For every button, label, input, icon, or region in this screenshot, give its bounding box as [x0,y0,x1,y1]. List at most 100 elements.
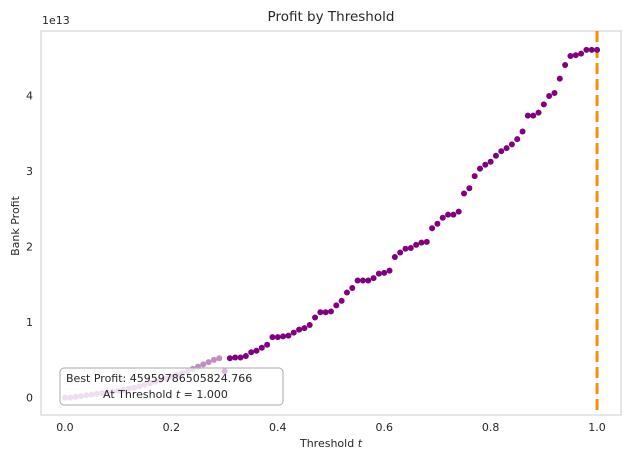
y-axis-label: Bank Profit [9,195,22,256]
data-point [498,148,505,155]
plot-area: 0.0 0.2 0.4 0.6 0.8 1.0 0 1 2 3 4 Best Profit: 4595… [26,30,622,434]
x-axis-label-main: Threshold [299,437,358,450]
data-point [530,112,537,119]
annotation-best-profit: Best Profit: 45959786505824.766 [66,372,252,385]
data-point [572,52,579,59]
data-point [487,158,494,165]
data-point [253,347,260,354]
data-point [354,277,361,284]
data-point [546,93,553,100]
data-point [226,355,233,362]
data-point [471,173,478,180]
data-point [205,359,212,366]
data-point [391,254,398,261]
data-point [402,245,409,252]
data-point [381,269,388,276]
data-point [556,75,563,82]
data-point [365,277,372,284]
data-point [258,344,265,351]
data-point [296,326,303,333]
y-tick-label: 4 [26,89,33,102]
x-axis-label-variable: t [358,437,363,450]
data-point [317,309,324,316]
data-point [429,225,436,232]
data-point [450,211,457,218]
data-point [423,238,430,245]
data-point [216,355,223,362]
data-point [285,332,292,339]
data-point [540,101,547,108]
data-point [588,46,595,53]
data-point [232,354,239,361]
x-axis-label: Threshold t [299,437,363,450]
data-point [343,289,350,296]
data-point [349,285,356,292]
data-point [578,50,585,57]
data-point [306,322,313,329]
data-point [439,214,446,221]
y-axis-offset-label: 1e13 [42,14,70,27]
y-tick-label: 3 [26,165,33,178]
plot-frame [40,30,622,416]
data-point [567,52,574,59]
data-point [418,239,425,246]
data-point [237,354,244,361]
data-point [210,356,217,363]
data-point [312,314,319,321]
x-tick-label: 0.8 [482,421,500,434]
data-point [375,270,382,277]
data-point [200,361,207,368]
data-point [503,145,510,152]
y-tick-label: 1 [26,316,33,329]
data-point [551,89,558,96]
data-point [524,112,531,119]
annotation-threshold-prefix: At Threshold [103,388,176,401]
y-tick-label: 2 [26,240,33,253]
data-point [322,309,329,316]
x-tick-label: 0.4 [269,421,287,434]
annotation-box [59,367,284,406]
data-point [242,353,249,360]
data-point [290,329,297,336]
data-point [338,297,345,304]
data-point [508,141,515,148]
data-point [370,275,377,282]
annotation-threshold: At Threshold t = 1.000 [103,388,228,401]
x-tick-label: 0.2 [163,421,181,434]
data-point [514,136,521,143]
data-point [333,302,340,309]
chart-title: Profit by Threshold [268,9,395,25]
data-point [562,62,569,69]
best-profit-annotation: Best Profit: 45959786505824.766 At Thresh… [59,367,284,406]
data-point [359,277,366,284]
data-point [583,46,590,53]
data-point [407,244,414,251]
data-point [434,220,441,227]
data-point [594,46,601,53]
data-point [301,325,308,332]
annotation-threshold-variable: t [176,388,181,401]
x-tick-label: 1.0 [588,421,606,434]
data-point [386,267,393,274]
x-tick-label: 0.6 [375,421,393,434]
data-point [461,190,468,197]
data-point [397,249,404,256]
data-point [328,308,334,315]
data-point [466,185,473,192]
data-point [264,341,271,348]
data-point [535,109,542,116]
y-tick-label: 0 [26,392,33,405]
data-point [482,161,489,168]
data-point [519,128,526,135]
data-point [248,349,255,356]
data-point [455,208,462,215]
data-point [413,241,420,248]
x-tick-label: 0.0 [56,421,74,434]
data-point [274,334,281,341]
data-point [280,333,287,340]
data-point [492,152,499,159]
data-point [476,165,483,172]
annotation-threshold-value: = 1.000 [180,388,228,401]
data-point [269,334,276,341]
